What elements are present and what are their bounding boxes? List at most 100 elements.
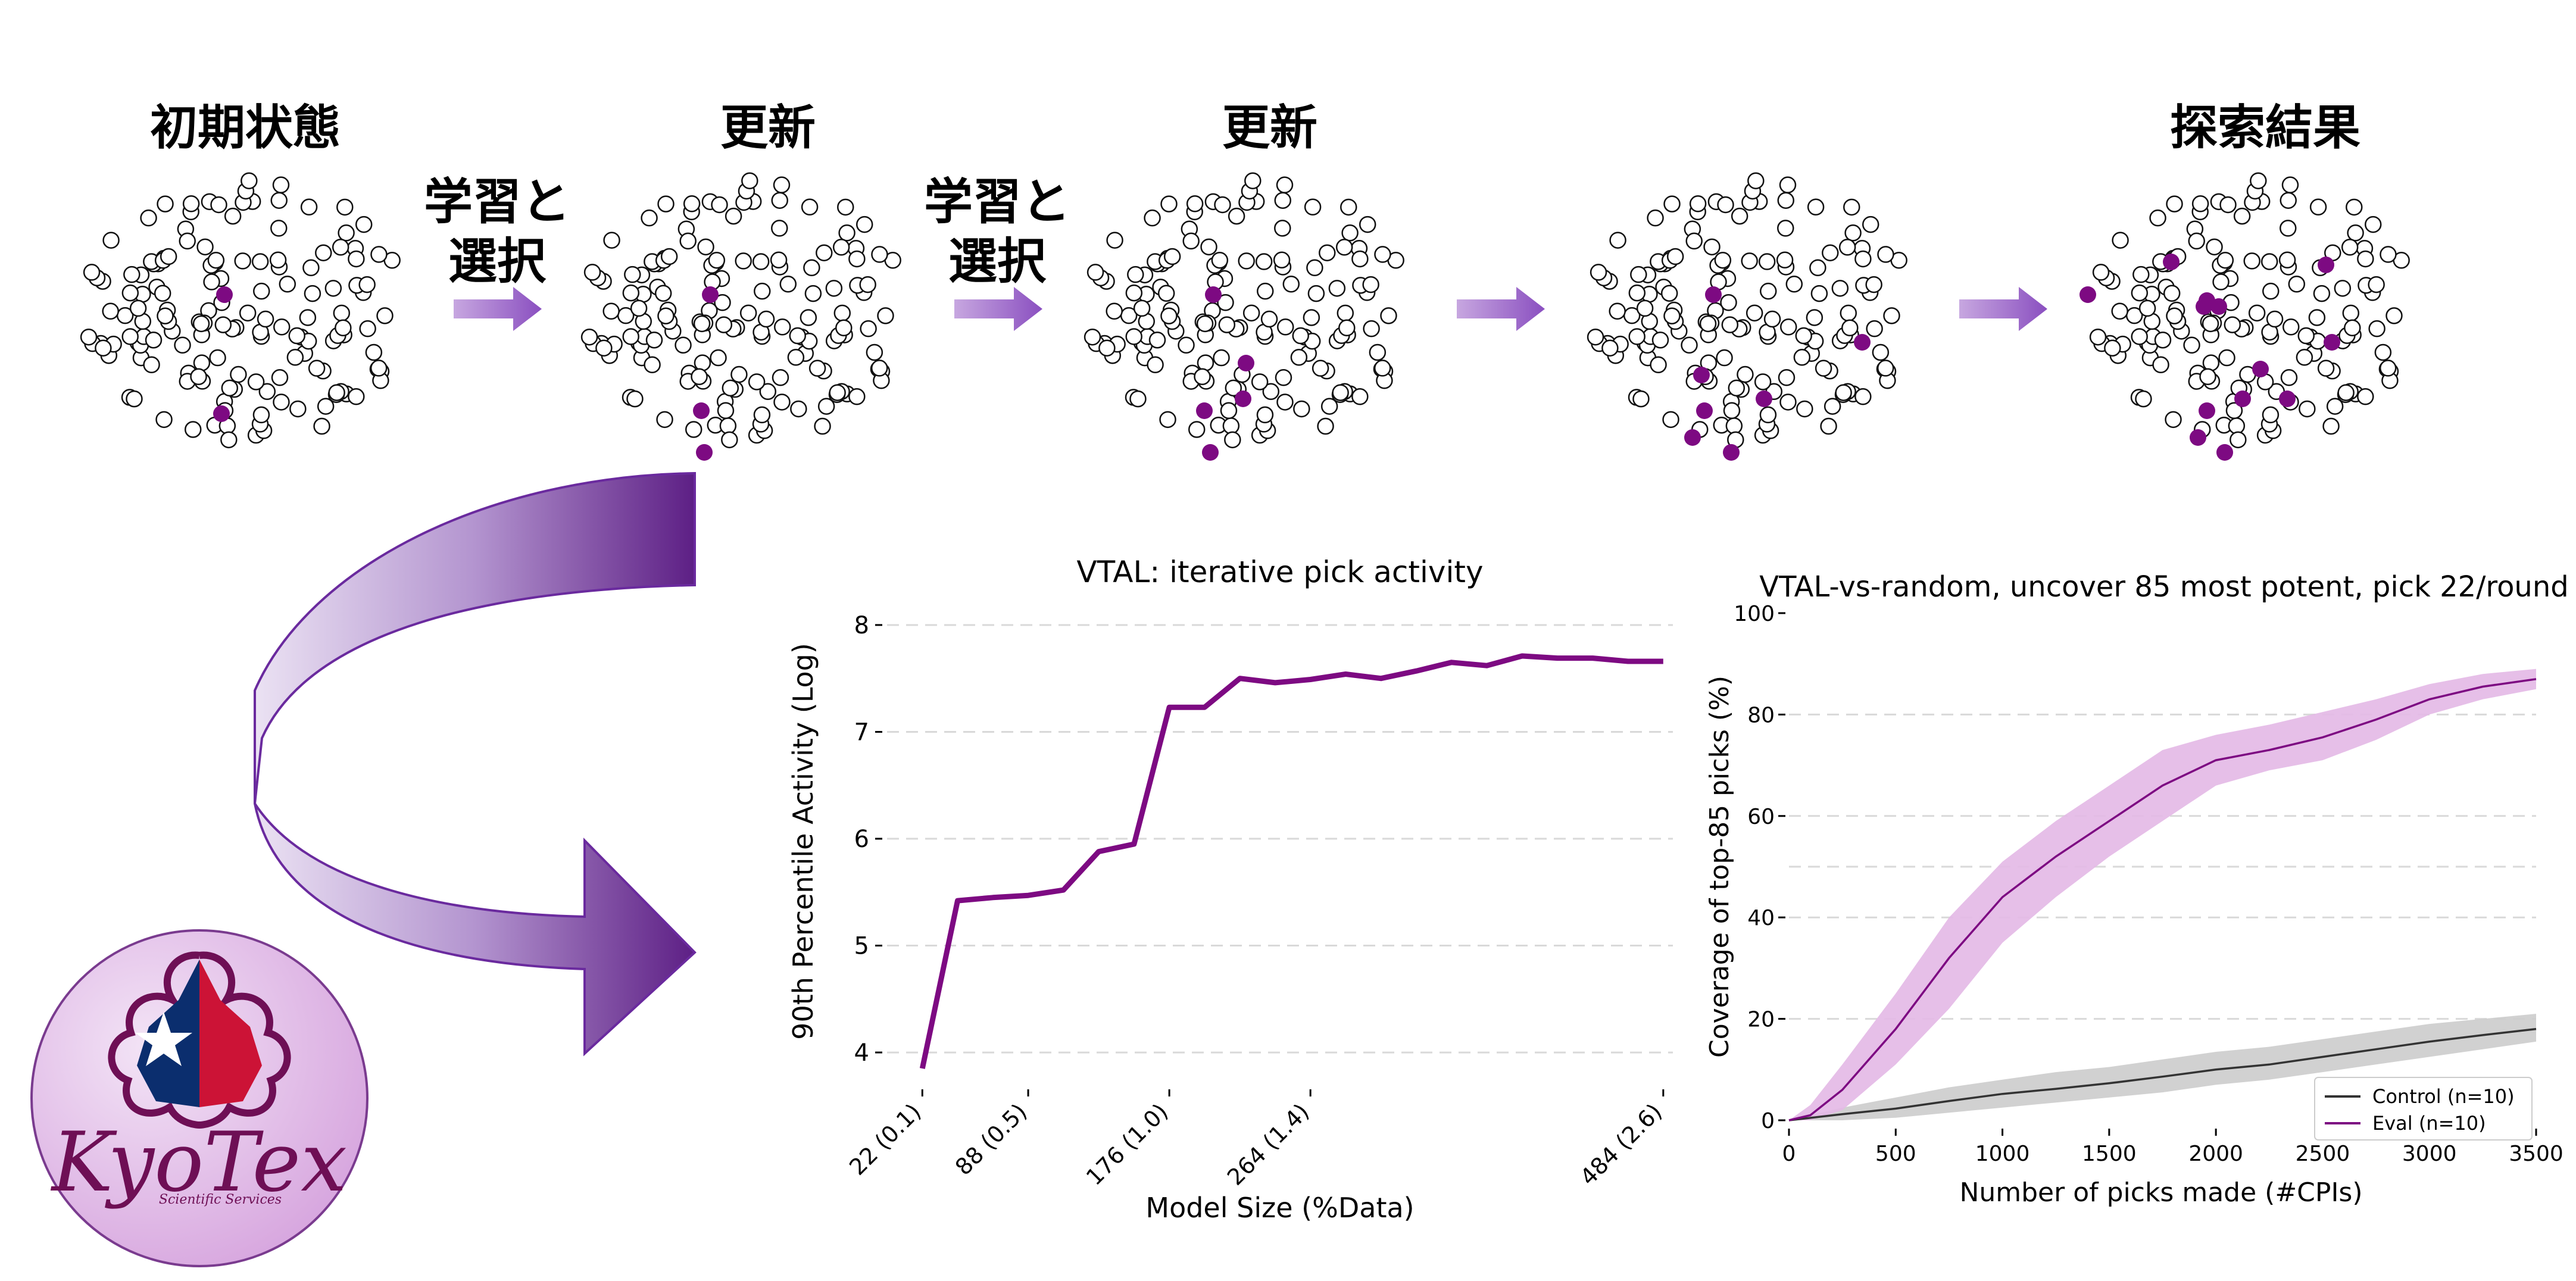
scatter-point <box>160 248 177 265</box>
scatter-point <box>333 304 351 322</box>
scatter-point <box>328 384 345 401</box>
y-tick-label: 80 <box>1747 703 1775 727</box>
step-arrow-2 <box>954 287 1042 331</box>
scatter-point <box>730 365 748 383</box>
selected-point <box>702 286 719 303</box>
scatter-point <box>2112 232 2129 249</box>
scatter-point <box>1255 253 1273 270</box>
scatter-point <box>1807 198 1825 216</box>
selected-point <box>1205 286 1222 303</box>
scatter-point <box>1328 280 1346 297</box>
scatter-point <box>694 354 711 371</box>
scatter-point <box>102 232 120 249</box>
scatter-point <box>300 198 318 216</box>
scatter-point <box>741 172 758 189</box>
scatter-point <box>2230 431 2247 449</box>
scatter-point <box>2326 398 2344 415</box>
scatter-point <box>2280 220 2297 237</box>
scatter-point <box>1159 411 1176 429</box>
step-label-line1: 学習と <box>923 174 1070 230</box>
scatter-panel-3 <box>1084 172 1404 461</box>
scatter-point <box>771 220 788 237</box>
y-tick-label: 5 <box>854 933 869 960</box>
y-tick-label: 4 <box>854 1039 869 1067</box>
scatter-point <box>1758 253 1776 270</box>
scatter-point <box>837 198 854 216</box>
scatter-point <box>2379 360 2397 377</box>
scatter-point <box>748 373 766 390</box>
selected-point <box>1705 286 1722 303</box>
scatter-point <box>2248 304 2266 322</box>
scatter-point <box>752 253 770 270</box>
scatter-point <box>1728 379 1746 397</box>
scatter-point <box>2296 349 2313 366</box>
scatter-point <box>2183 336 2200 354</box>
scatter-point <box>2225 402 2243 420</box>
scatter-point <box>1133 299 1151 317</box>
scatter-point <box>1660 285 1678 302</box>
logo-subtitle: Scientific Services <box>159 1192 282 1207</box>
scatter-point <box>722 379 739 397</box>
scatter-panel-4 <box>1587 172 1907 461</box>
scatter-point <box>1312 360 1329 377</box>
scatter-point <box>1337 304 1354 322</box>
scatter-point <box>252 406 270 424</box>
scatter-point <box>622 328 639 345</box>
selected-point <box>1696 402 1713 419</box>
scatter-point <box>179 232 196 250</box>
step-arrow-1 <box>454 287 542 331</box>
scatter-point <box>626 390 644 408</box>
scatter-point <box>1685 232 1703 250</box>
scatter-point <box>145 331 163 349</box>
x-tick-label: 22 (0.1) <box>844 1098 926 1180</box>
scatter-point <box>1160 195 1178 213</box>
scatter-point <box>2347 224 2364 242</box>
y-tick-label: 7 <box>854 718 869 746</box>
scatter-point <box>787 349 805 366</box>
y-tick-label: 8 <box>854 612 869 639</box>
step-label-1: 学習と 選択 <box>408 173 586 292</box>
scatter-point <box>1160 307 1178 324</box>
scatter-point <box>157 307 174 324</box>
scatter-point <box>2280 369 2298 386</box>
scatter-point <box>2163 285 2181 302</box>
scatter-point <box>279 276 296 293</box>
scatter-point <box>833 304 851 322</box>
scatter-point <box>1182 232 1200 250</box>
scatter-point <box>1380 307 1397 324</box>
scatter-point <box>196 238 214 256</box>
scatter-point <box>1636 299 1654 317</box>
scatter-point <box>773 393 791 411</box>
scatter-point <box>1601 339 1619 357</box>
scatter-point <box>1106 302 1123 320</box>
scatter-point <box>2218 349 2235 367</box>
scatter-point <box>1647 209 1664 227</box>
scatter-point <box>1213 349 1230 367</box>
scatter-point <box>1320 398 1338 415</box>
scatter-point <box>1731 207 1748 225</box>
scatter-point <box>710 349 727 367</box>
scatter-point <box>1306 259 1323 277</box>
scatter-point <box>1186 195 1204 213</box>
scatter-point <box>1196 315 1214 333</box>
scatter-point <box>2337 384 2355 401</box>
x-tick-label: 0 <box>1782 1142 1796 1166</box>
scatter-point <box>1362 276 1379 293</box>
scatter-point <box>2228 417 2246 435</box>
scatter-point <box>870 360 888 377</box>
y-tick-label: 60 <box>1747 805 1775 829</box>
scatter-point <box>221 379 239 397</box>
series-line-1 <box>1788 1027 2537 1121</box>
scatter-point <box>2288 276 2306 293</box>
legend: Control (n=10) Eval (n=10) <box>2314 1077 2533 1141</box>
scatter-point <box>753 406 771 424</box>
scatter-point <box>2357 388 2374 405</box>
scatter-point <box>1746 304 1763 322</box>
selected-point <box>2216 444 2233 461</box>
scatter-point <box>2342 304 2360 322</box>
scatter-point <box>2260 253 2278 270</box>
scatter-point <box>1319 244 1336 261</box>
scatter-point <box>143 356 160 374</box>
scatter-point <box>288 327 305 345</box>
selected-point <box>1693 367 1710 383</box>
